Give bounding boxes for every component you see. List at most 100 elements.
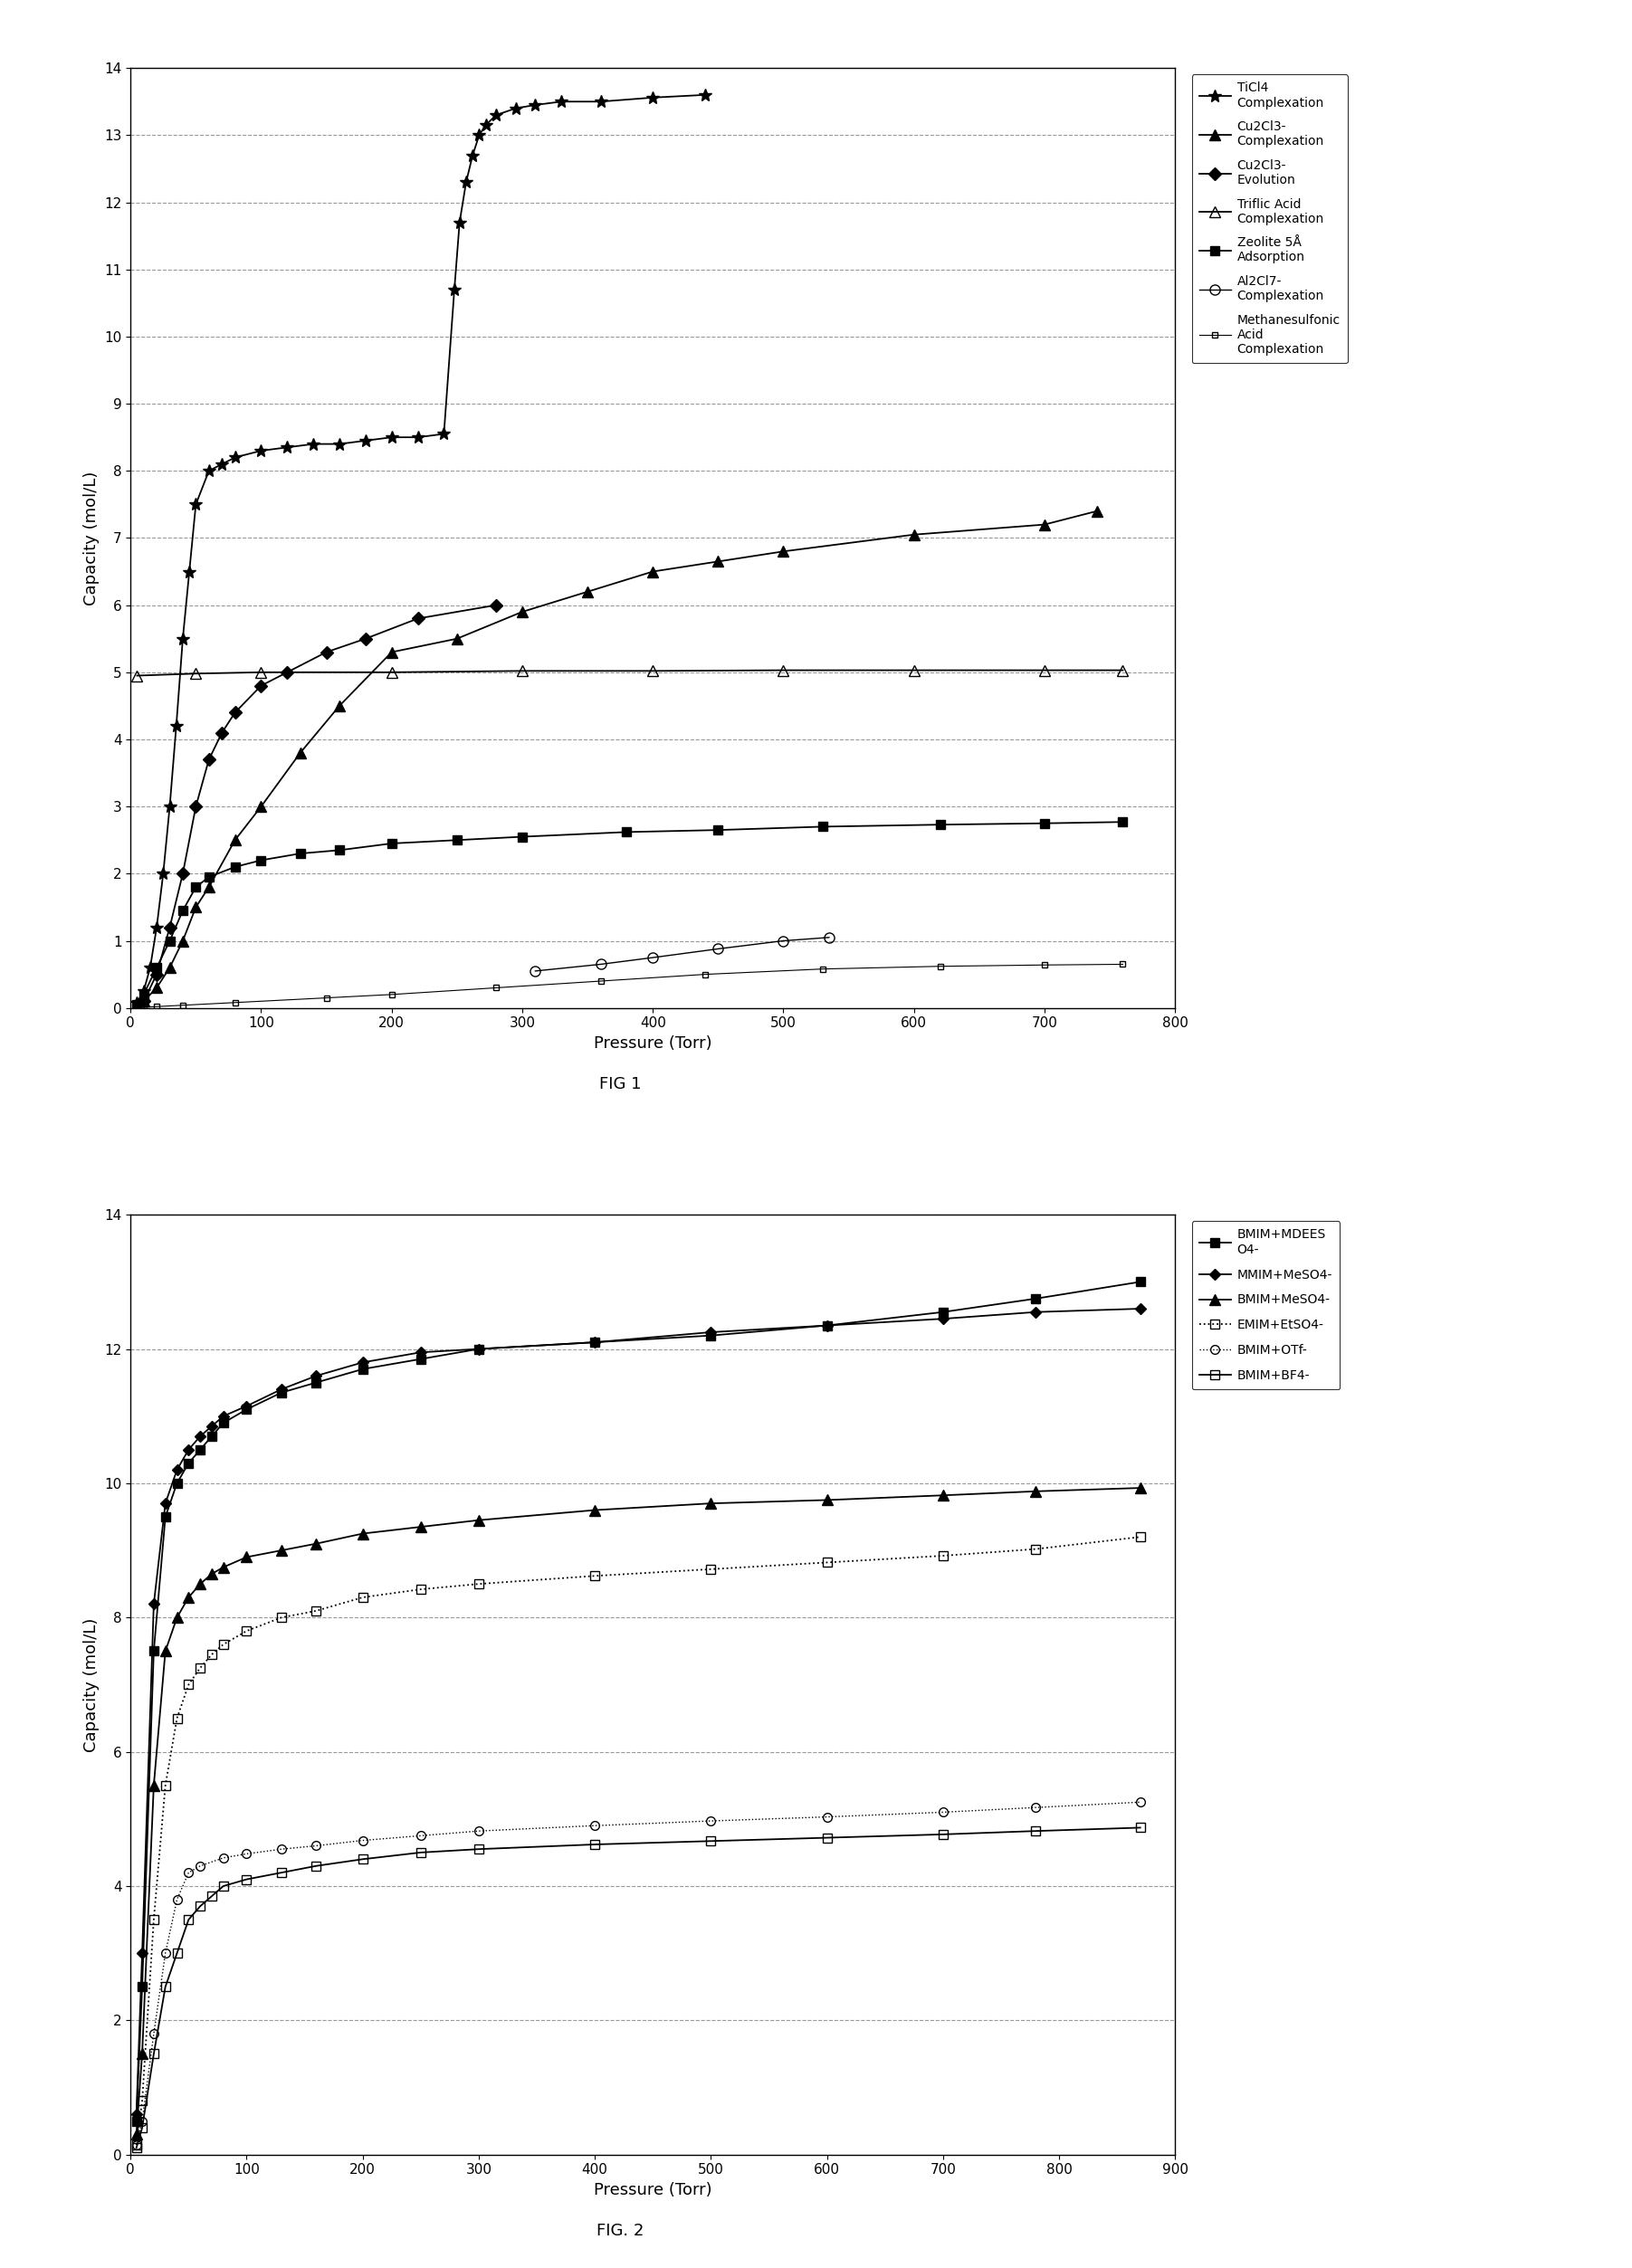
Triflic Acid
Complexation <box>1035 658 1054 685</box>
Line: Zeolite 5Å
Adsorption: Zeolite 5Å Adsorption <box>132 816 1128 1009</box>
TiCl4
Complexation <box>251 438 271 465</box>
EMIM+EtSO4- <box>180 1672 199 1699</box>
MMIM+MeSO4- <box>411 1338 431 1365</box>
BMIM+OTf- <box>191 1853 211 1880</box>
Al2Cl7-
Complexation <box>643 943 663 971</box>
TiCl4
Complexation <box>434 420 454 447</box>
Methanesulfonic
Acid
Complexation <box>813 955 832 982</box>
Line: Triflic Acid
Complexation: Triflic Acid Complexation <box>132 665 1128 680</box>
BMIM+MeSO4- <box>127 2121 147 2148</box>
Cu2Cl3-
Complexation <box>134 987 153 1014</box>
TiCl4
Complexation <box>199 458 219 485</box>
Cu2Cl3-
Complexation <box>173 928 193 955</box>
BMIM+MeSO4- <box>166 1603 186 1631</box>
Cu2Cl3-
Complexation <box>160 955 180 982</box>
Cu2Cl3-
Complexation <box>643 558 663 585</box>
Triflic Acid
Complexation <box>251 658 271 685</box>
BMIM+OTf- <box>934 1799 953 1826</box>
TiCl4
Complexation <box>408 424 428 451</box>
BMIM+OTf- <box>353 1826 372 1853</box>
BMIM+OTf- <box>132 2107 152 2134</box>
EMIM+EtSO4- <box>702 1556 721 1583</box>
BMIM+MeSO4- <box>818 1486 837 1513</box>
MMIM+MeSO4- <box>353 1349 372 1377</box>
Zeolite 5Å
Adsorption <box>199 864 219 891</box>
Cu2Cl3-
Complexation <box>774 538 793 565</box>
Methanesulfonic
Acid
Complexation <box>134 993 153 1021</box>
BMIM+MeSO4- <box>180 1583 199 1610</box>
TiCl4
Complexation <box>186 490 206 517</box>
BMIM+MDEES
O4- <box>411 1345 431 1372</box>
TiCl4
Complexation <box>382 424 401 451</box>
Al2Cl7-
Complexation <box>819 923 839 950</box>
BMIM+BF4- <box>132 2114 152 2141</box>
Al2Cl7-
Complexation <box>708 934 728 962</box>
BMIM+BF4- <box>271 1860 290 1887</box>
Cu2Cl3-
Evolution <box>317 640 336 667</box>
EMIM+EtSO4- <box>144 1905 163 1932</box>
BMIM+OTf- <box>271 1835 290 1862</box>
Cu2Cl3-
Evolution <box>186 794 206 821</box>
MMIM+MeSO4- <box>132 1939 152 1966</box>
TiCl4
Complexation <box>526 91 545 118</box>
Line: EMIM+EtSO4-: EMIM+EtSO4- <box>132 1533 1144 2148</box>
Methanesulfonic
Acid
Complexation <box>317 984 336 1012</box>
Cu2Cl3-
Complexation <box>1035 510 1054 538</box>
Methanesulfonic
Acid
Complexation <box>591 968 610 996</box>
BMIM+MeSO4- <box>307 1531 326 1558</box>
EMIM+EtSO4- <box>166 1706 186 1733</box>
MMIM+MeSO4- <box>1131 1295 1151 1322</box>
Zeolite 5Å
Adsorption <box>147 955 166 982</box>
MMIM+MeSO4- <box>155 1490 175 1517</box>
Cu2Cl3-
Complexation <box>512 599 532 626</box>
BMIM+MDEES
O4- <box>353 1356 372 1383</box>
BMIM+BF4- <box>191 1892 211 1919</box>
Cu2Cl3-
Evolution <box>225 699 245 726</box>
TiCl4
Complexation <box>643 84 663 111</box>
Cu2Cl3-
Evolution <box>356 626 375 653</box>
MMIM+MeSO4- <box>584 1329 604 1356</box>
Cu2Cl3-
Complexation <box>578 578 597 606</box>
Y-axis label: Capacity (mol/L): Capacity (mol/L) <box>83 1617 100 1751</box>
Line: MMIM+MeSO4-: MMIM+MeSO4- <box>132 1304 1144 2118</box>
EMIM+EtSO4- <box>468 1569 488 1597</box>
BMIM+OTf- <box>214 1844 233 1871</box>
BMIM+MeSO4- <box>191 1569 211 1597</box>
BMIM+MDEES
O4- <box>191 1436 211 1463</box>
Zeolite 5Å
Adsorption <box>617 819 636 846</box>
X-axis label: Pressure (Torr): Pressure (Torr) <box>594 1034 712 1052</box>
EMIM+EtSO4- <box>1027 1535 1046 1563</box>
Cu2Cl3-
Evolution <box>134 987 153 1014</box>
Zeolite 5Å
Adsorption <box>813 812 832 839</box>
Cu2Cl3-
Complexation <box>382 640 401 667</box>
BMIM+MDEES
O4- <box>144 1637 163 1665</box>
TiCl4
Complexation <box>134 978 153 1005</box>
MMIM+MeSO4- <box>818 1311 837 1338</box>
Methanesulfonic
Acid
Complexation <box>225 989 245 1016</box>
Cu2Cl3-
Complexation <box>225 826 245 853</box>
BMIM+BF4- <box>934 1821 953 1848</box>
Methanesulfonic
Acid
Complexation <box>695 962 715 989</box>
EMIM+EtSO4- <box>237 1617 256 1644</box>
TiCl4
Complexation <box>444 277 463 304</box>
Text: FIG 1: FIG 1 <box>599 1075 641 1093</box>
BMIM+MDEES
O4- <box>132 1973 152 2000</box>
MMIM+MeSO4- <box>166 1456 186 1483</box>
Legend: TiCl4
Complexation, Cu2Cl3-
Complexation, Cu2Cl3-
Evolution, Triflic Acid
Comple: TiCl4 Complexation, Cu2Cl3- Complexation… <box>1191 75 1348 363</box>
BMIM+MDEES
O4- <box>180 1449 199 1476</box>
BMIM+MeSO4- <box>353 1520 372 1547</box>
BMIM+BF4- <box>468 1835 488 1862</box>
Line: Cu2Cl3-
Complexation: Cu2Cl3- Complexation <box>139 506 1102 1007</box>
Zeolite 5Å
Adsorption <box>251 846 271 873</box>
EMIM+EtSO4- <box>818 1549 837 1576</box>
Text: FIG. 2: FIG. 2 <box>596 2223 645 2239</box>
EMIM+EtSO4- <box>214 1631 233 1658</box>
BMIM+MDEES
O4- <box>468 1336 488 1363</box>
Cu2Cl3-
Complexation <box>147 975 166 1002</box>
BMIM+OTf- <box>307 1833 326 1860</box>
Zeolite 5Å
Adsorption <box>1113 807 1133 835</box>
Al2Cl7-
Complexation <box>774 928 793 955</box>
TiCl4
Complexation <box>147 914 166 941</box>
Line: BMIM+OTf-: BMIM+OTf- <box>132 1799 1144 2148</box>
BMIM+BF4- <box>237 1867 256 1894</box>
